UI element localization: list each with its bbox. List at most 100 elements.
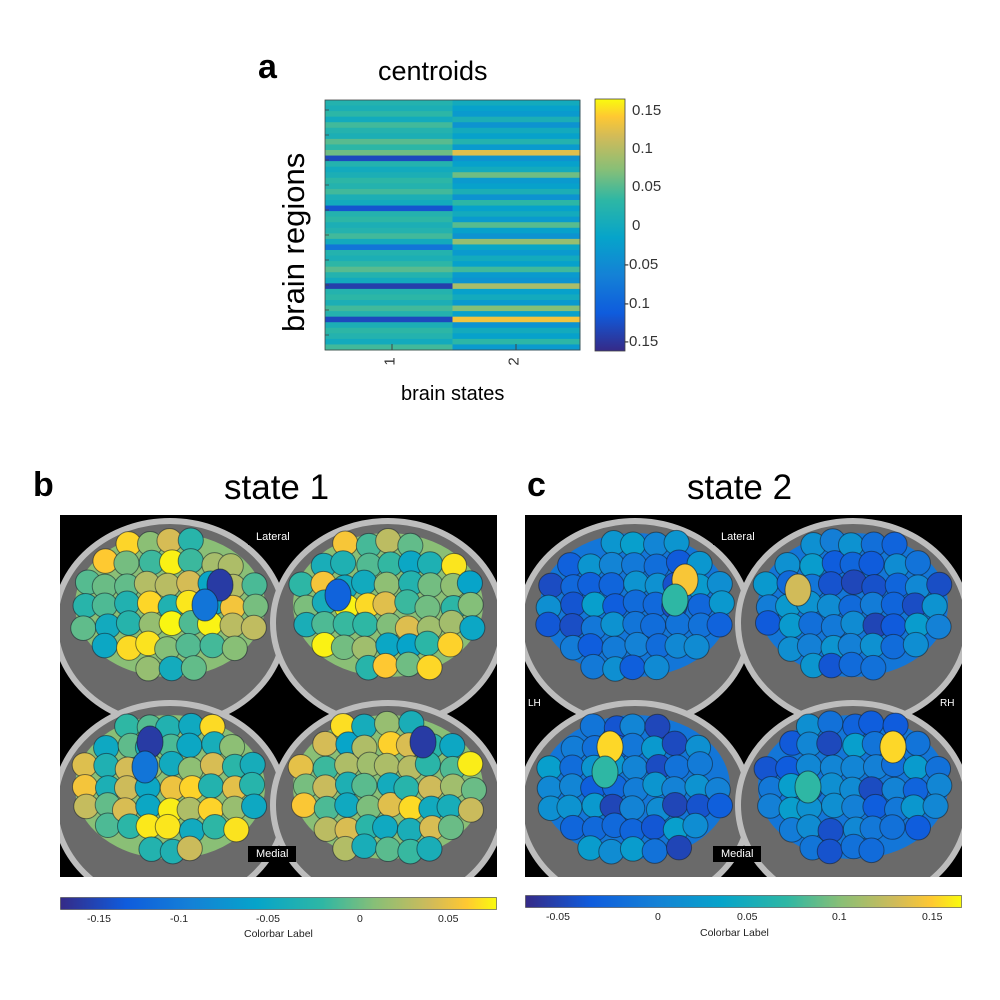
heatmap-cell [325, 100, 453, 107]
state2-title: state 2 [687, 468, 793, 507]
heatmap-cell [325, 261, 453, 268]
heatmap-cell [325, 144, 453, 151]
brain-parcel-highlight [131, 750, 159, 784]
heatmap-cell [452, 288, 581, 295]
brain-parcel [241, 793, 268, 820]
heatmap-cell [452, 300, 581, 307]
brain-parcel [175, 632, 202, 659]
brain-parcel-highlight [784, 573, 812, 607]
brain-parcel-highlight [409, 725, 437, 759]
brain-parcel [621, 755, 648, 781]
heatmap-cell [452, 316, 581, 323]
heatmap-cell [452, 322, 581, 329]
brain-parcel [706, 611, 733, 638]
brain-parcel [115, 610, 142, 636]
brain-parcel [221, 635, 248, 662]
heatmap-cell [452, 144, 581, 151]
heatmap-cell [452, 200, 581, 207]
heatmap-cell [325, 250, 453, 257]
brain-parcel [754, 610, 782, 636]
brain-parcel [881, 531, 908, 558]
cbar-b-tick-1: -0.1 [170, 913, 189, 925]
brain-parcel [880, 633, 907, 660]
state2-brain-montage [525, 515, 962, 877]
heatmap-colorbar [594, 98, 626, 352]
heatmap-cell [452, 272, 581, 279]
brain-parcel [375, 527, 402, 554]
heatmap-plot [324, 99, 581, 351]
cbar-c-label: Colorbar Label [700, 927, 769, 939]
brain-parcel [538, 572, 565, 599]
brain-parcel [457, 751, 484, 777]
brain-parcel-highlight [591, 755, 619, 789]
heatmap-cell [325, 222, 453, 229]
brain-parcel-highlight [324, 578, 352, 612]
heatmap-cell [452, 122, 581, 129]
heatmap-cell [452, 261, 581, 268]
heatmap-cell [325, 322, 453, 329]
brain-parcel [752, 571, 779, 597]
heatmap-cell [452, 194, 581, 201]
heatmap-cell [325, 233, 453, 240]
heatmap-cells [325, 100, 581, 351]
brain-parcel [93, 752, 120, 779]
state1-medial-label: Medial [248, 846, 297, 862]
brain-parcel [176, 835, 203, 862]
heatmap-cell [325, 183, 453, 190]
brain-parcel [838, 651, 865, 678]
heatmap-cell [452, 183, 581, 190]
heatmap-cell [325, 227, 453, 234]
brain-parcel [619, 836, 647, 862]
heatmap-cell [325, 277, 453, 284]
cbar-a-tick-2: 0.05 [632, 178, 662, 195]
cbar-b-tick-4: 0.05 [438, 913, 459, 925]
cbar-b-tick-3: 0 [357, 913, 363, 925]
brain-parcel [351, 569, 378, 596]
brain-parcel [904, 814, 932, 841]
state2-lateral-label: Lateral [713, 529, 763, 545]
cbar-c-tick-4: 0.15 [922, 911, 943, 923]
brain-parcel [351, 833, 378, 859]
brain-parcel [598, 572, 625, 598]
brain-parcel [580, 653, 607, 680]
brain-parcel [619, 732, 646, 759]
heatmap-cell [325, 288, 453, 295]
brain-parcel [91, 632, 118, 659]
heatmap-cell [325, 105, 453, 112]
brain-parcel [223, 816, 250, 843]
heatmap-cell [325, 127, 453, 134]
brain-parcel [457, 591, 484, 618]
heatmap-cell [325, 266, 453, 273]
brain-parcel [682, 812, 709, 839]
heatmap-cell [325, 211, 453, 218]
brain-parcel [860, 654, 887, 681]
cbar-c-tick-0: -0.05 [546, 911, 570, 923]
brain-parcel [414, 630, 441, 657]
heatmap-cell [325, 344, 453, 351]
cbar-b-tick-0: -0.15 [87, 913, 111, 925]
heatmap-cell [325, 166, 453, 173]
brain-parcel [840, 754, 867, 781]
state1-brain-render [60, 518, 497, 877]
state2-brain-render [525, 518, 962, 877]
panel-a-letter: a [258, 48, 277, 86]
heatmap-cell [325, 238, 453, 245]
cbar-a-tick-3: 0 [632, 217, 641, 234]
cbar-b-tick-2: -0.05 [256, 913, 280, 925]
state2-medial-label: Medial [713, 846, 762, 862]
heatmap-cell [452, 116, 581, 123]
heatmap-cell [325, 272, 453, 279]
brain-parcel [902, 631, 929, 658]
brain-parcel [135, 655, 162, 682]
brain-parcel [598, 838, 625, 865]
brain-parcel [416, 836, 443, 862]
heatmap-cell [325, 305, 453, 312]
brain-parcel [535, 611, 562, 638]
heatmap-cell [452, 161, 581, 168]
brain-parcel [708, 590, 735, 616]
state2-lh-label: LH [528, 698, 541, 709]
heatmap-cell [452, 111, 581, 118]
brain-parcel [840, 610, 867, 637]
heatmap-cell [452, 283, 581, 290]
heatmap-cell [325, 150, 453, 157]
